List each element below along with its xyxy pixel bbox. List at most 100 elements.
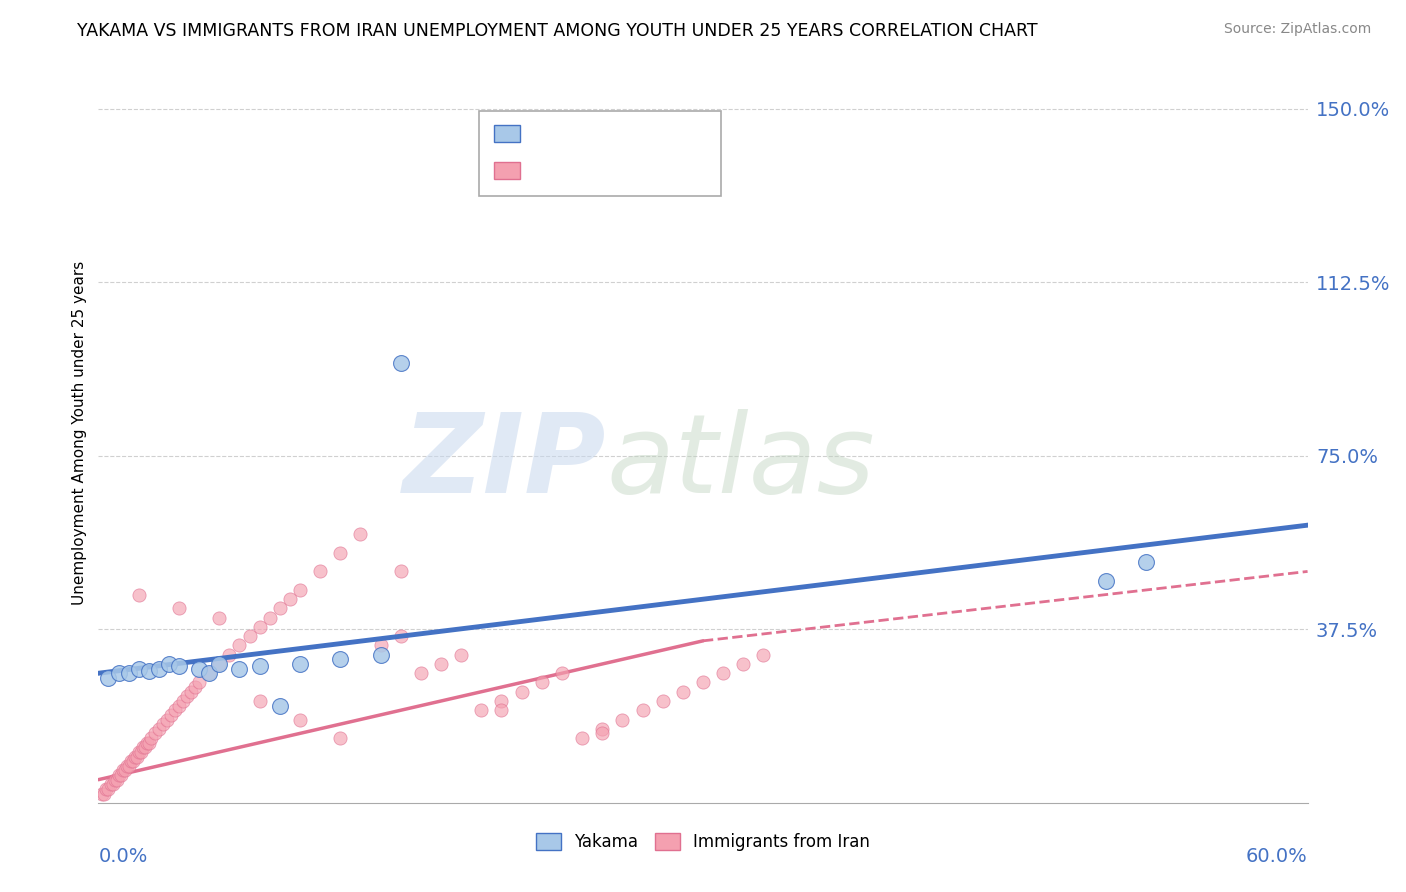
Point — [591, 726, 613, 740]
Text: N = 20: N = 20 — [643, 125, 710, 144]
Point — [139, 731, 162, 745]
Point — [288, 657, 311, 671]
Point — [612, 713, 634, 727]
Point — [651, 694, 673, 708]
Point — [278, 592, 301, 607]
Point — [329, 652, 352, 666]
Point — [118, 758, 141, 772]
Text: YAKAMA VS IMMIGRANTS FROM IRAN UNEMPLOYMENT AMONG YOUTH UNDER 25 YEARS CORRELATI: YAKAMA VS IMMIGRANTS FROM IRAN UNEMPLOYM… — [77, 22, 1038, 40]
Point — [120, 754, 142, 768]
Point — [389, 629, 412, 643]
Point — [128, 588, 150, 602]
FancyBboxPatch shape — [479, 111, 721, 195]
Point — [269, 601, 291, 615]
Point — [249, 620, 271, 634]
Point — [430, 657, 453, 671]
Point — [160, 707, 183, 722]
Point — [591, 722, 613, 736]
Y-axis label: Unemployment Among Youth under 25 years: Unemployment Among Youth under 25 years — [72, 260, 87, 605]
Point — [1095, 574, 1118, 588]
Point — [491, 694, 513, 708]
Point — [198, 666, 221, 681]
Point — [143, 726, 166, 740]
Point — [1135, 555, 1157, 569]
Point — [138, 664, 160, 678]
Point — [152, 717, 174, 731]
Point — [228, 662, 250, 676]
Point — [198, 666, 221, 681]
Point — [208, 610, 231, 624]
Point — [118, 666, 141, 681]
Point — [114, 764, 136, 778]
Point — [125, 749, 148, 764]
Point — [97, 781, 120, 796]
Point — [259, 610, 281, 624]
Point — [129, 745, 152, 759]
Point — [389, 356, 412, 370]
Point — [288, 713, 311, 727]
Point — [349, 527, 371, 541]
Point — [135, 736, 157, 750]
Point — [370, 648, 392, 662]
Point — [111, 764, 134, 778]
Point — [208, 657, 231, 671]
Point — [156, 713, 179, 727]
Point — [370, 639, 392, 653]
Point — [530, 675, 553, 690]
Point — [172, 694, 194, 708]
Point — [692, 675, 714, 690]
Point — [249, 694, 271, 708]
Point — [631, 703, 654, 717]
Point — [239, 629, 262, 643]
Point — [110, 768, 132, 782]
Point — [115, 758, 138, 772]
Point — [138, 736, 160, 750]
Point — [101, 777, 124, 791]
Point — [103, 772, 125, 787]
Point — [176, 690, 198, 704]
Text: 0.0%: 0.0% — [98, 847, 148, 866]
Point — [752, 648, 775, 662]
Text: R = 0.328: R = 0.328 — [530, 162, 620, 180]
Point — [134, 740, 156, 755]
Point — [167, 601, 190, 615]
Text: R = 0.270: R = 0.270 — [530, 125, 620, 144]
Text: 60.0%: 60.0% — [1246, 847, 1308, 866]
Point — [409, 666, 432, 681]
Text: ZIP: ZIP — [402, 409, 606, 516]
Text: atlas: atlas — [606, 409, 875, 516]
Point — [180, 685, 202, 699]
Point — [450, 648, 472, 662]
Point — [551, 666, 574, 681]
Point — [288, 582, 311, 597]
Point — [157, 657, 180, 671]
Point — [329, 731, 352, 745]
Point — [218, 648, 240, 662]
Point — [269, 698, 291, 713]
Point — [184, 680, 207, 694]
Point — [711, 666, 734, 681]
Text: N = 79: N = 79 — [643, 162, 710, 180]
Point — [148, 722, 170, 736]
Point — [107, 666, 129, 681]
Legend: Yakama, Immigrants from Iran: Yakama, Immigrants from Iran — [529, 826, 877, 857]
Point — [148, 662, 170, 676]
Point — [93, 787, 115, 801]
Point — [491, 703, 513, 717]
Point — [167, 659, 190, 673]
Point — [128, 745, 150, 759]
Point — [97, 671, 120, 685]
Point — [163, 703, 186, 717]
Point — [107, 768, 129, 782]
Point — [672, 685, 695, 699]
Point — [121, 754, 143, 768]
Point — [188, 675, 211, 690]
Point — [470, 703, 492, 717]
Bar — [494, 126, 520, 142]
Text: Source: ZipAtlas.com: Source: ZipAtlas.com — [1223, 22, 1371, 37]
Point — [733, 657, 755, 671]
Point — [167, 698, 190, 713]
Point — [124, 749, 146, 764]
Point — [228, 639, 250, 653]
Point — [96, 781, 118, 796]
